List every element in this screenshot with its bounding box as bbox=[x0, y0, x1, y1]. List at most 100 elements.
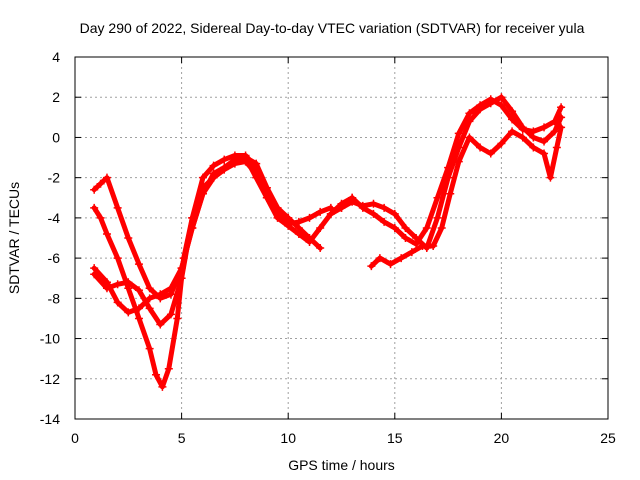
data-point bbox=[465, 117, 474, 126]
data-point bbox=[134, 314, 143, 323]
series-line bbox=[91, 159, 355, 390]
data-point bbox=[540, 123, 549, 132]
data-point bbox=[90, 185, 99, 194]
data-point bbox=[397, 254, 406, 263]
data-point bbox=[241, 153, 250, 162]
x-tick-label: 25 bbox=[600, 430, 616, 446]
data-point bbox=[209, 173, 218, 182]
data-point bbox=[529, 133, 538, 142]
y-tick-label: -10 bbox=[40, 331, 60, 347]
y-tick-label: -14 bbox=[40, 411, 60, 427]
data-point bbox=[348, 197, 357, 206]
y-tick-label: 0 bbox=[52, 129, 60, 145]
series-line bbox=[328, 96, 564, 247]
data-point bbox=[124, 278, 133, 287]
data-point bbox=[401, 234, 410, 242]
data-point bbox=[158, 382, 167, 391]
x-tick-label: 5 bbox=[178, 430, 186, 446]
series-track-g bbox=[367, 123, 566, 271]
grid-lines bbox=[75, 57, 608, 419]
data-point bbox=[390, 223, 399, 232]
x-axis-label: GPS time / hours bbox=[288, 457, 395, 473]
data-point bbox=[444, 173, 453, 182]
data-point bbox=[90, 264, 99, 273]
data-point bbox=[557, 103, 566, 112]
data-point bbox=[209, 161, 218, 170]
x-tick-label: 20 bbox=[494, 430, 510, 446]
data-point bbox=[198, 189, 207, 198]
data-point bbox=[252, 173, 261, 182]
data-point bbox=[284, 213, 293, 222]
data-point bbox=[134, 304, 143, 313]
data-point bbox=[145, 344, 154, 353]
data-point bbox=[508, 127, 517, 136]
data-point bbox=[113, 254, 122, 263]
data-point bbox=[486, 149, 495, 158]
data-point bbox=[134, 260, 143, 269]
data-point bbox=[367, 262, 376, 271]
data-point bbox=[412, 234, 421, 242]
data-point bbox=[164, 364, 173, 373]
data-point bbox=[134, 286, 143, 295]
data-point bbox=[177, 264, 186, 273]
data-point bbox=[429, 242, 438, 251]
data-point bbox=[124, 234, 133, 242]
data-point bbox=[145, 284, 154, 293]
data-point bbox=[124, 308, 133, 317]
data-point bbox=[518, 133, 527, 142]
data-point bbox=[465, 109, 474, 118]
data-point bbox=[369, 209, 378, 218]
series-track-f bbox=[337, 93, 566, 253]
data-point bbox=[497, 93, 506, 102]
data-point bbox=[294, 217, 303, 226]
data-point bbox=[390, 209, 399, 218]
data-point bbox=[316, 244, 325, 253]
series-track-a bbox=[90, 157, 357, 391]
data-point bbox=[369, 199, 378, 208]
data-point bbox=[418, 242, 427, 251]
data-point bbox=[433, 213, 442, 222]
data-point bbox=[465, 133, 474, 142]
data-point bbox=[529, 143, 538, 152]
chart-title: Day 290 of 2022, Sidereal Day-to-day VTE… bbox=[80, 20, 585, 36]
data-point bbox=[102, 229, 111, 238]
data-point bbox=[273, 207, 282, 216]
data-point bbox=[386, 260, 395, 269]
y-tick-label: -4 bbox=[48, 210, 61, 226]
data-point bbox=[476, 143, 485, 152]
data-point bbox=[557, 123, 566, 132]
data-point bbox=[145, 304, 154, 313]
data-point bbox=[305, 213, 314, 222]
data-point bbox=[262, 193, 271, 202]
data-point bbox=[557, 113, 566, 122]
data-point bbox=[220, 155, 229, 164]
data-point bbox=[188, 223, 197, 232]
data-point bbox=[113, 298, 122, 307]
data-point bbox=[497, 139, 506, 148]
data-point bbox=[166, 310, 175, 319]
series-track-c bbox=[90, 151, 335, 329]
data-point bbox=[454, 129, 463, 138]
data-point bbox=[407, 248, 416, 257]
data-point bbox=[437, 223, 446, 232]
data-point bbox=[96, 213, 105, 222]
data-point bbox=[546, 173, 555, 182]
data-point bbox=[230, 155, 239, 164]
data-point bbox=[102, 278, 111, 287]
y-tick-label: -2 bbox=[48, 170, 61, 186]
data-point bbox=[375, 254, 384, 263]
data-point bbox=[540, 149, 549, 158]
data-point bbox=[337, 203, 346, 212]
data-point bbox=[145, 294, 154, 303]
y-tick-label: 2 bbox=[52, 89, 60, 105]
data-point bbox=[156, 320, 165, 329]
data-point bbox=[305, 234, 314, 242]
data-point bbox=[380, 217, 389, 226]
data-point bbox=[152, 370, 161, 379]
data-point bbox=[316, 223, 325, 232]
data-point bbox=[422, 223, 431, 232]
data-point bbox=[156, 290, 165, 299]
data-series bbox=[90, 93, 566, 391]
